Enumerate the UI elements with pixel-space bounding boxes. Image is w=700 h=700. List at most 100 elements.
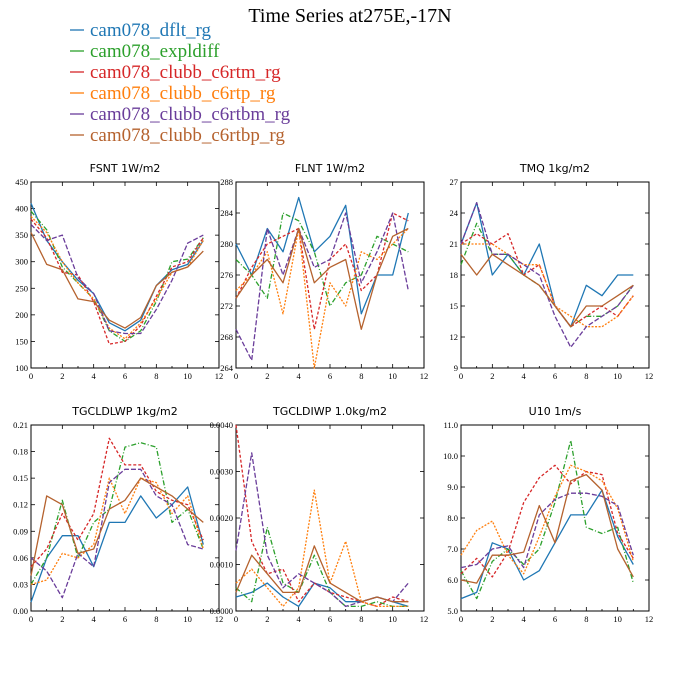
series-line-cam078_clubb_c6rtm_rg	[30, 437, 204, 568]
y-tick-label: 280	[220, 239, 233, 249]
x-tick-label: 12	[645, 371, 654, 381]
y-tick-label: 276	[220, 270, 233, 280]
x-tick-label: 10	[183, 614, 192, 624]
x-tick-label: 8	[584, 371, 588, 381]
legend-label: cam078_expldiff	[90, 41, 220, 62]
y-tick-label: 0.0030	[210, 467, 233, 477]
y-tick-label: 27	[450, 177, 459, 187]
x-tick-label: 2	[490, 371, 494, 381]
chart-panel: TGCLDIWP 1.0kg/m20 2 4 6 8 10 120.00000.00100.…	[210, 405, 429, 624]
y-tick-label: 300	[15, 257, 28, 267]
y-tick-label: 0.0010	[210, 560, 233, 570]
y-tick-label: 200	[15, 310, 28, 320]
series-line-cam078_clubb_c6rtm_rg	[30, 218, 204, 345]
y-tick-label: 100	[15, 363, 28, 373]
panels: FSNT 1W/m20 2 4 6 8 10 12100150200250300350400…	[13, 162, 653, 624]
y-tick-label: 150	[15, 336, 28, 346]
x-tick-label: 8	[359, 371, 363, 381]
y-tick-label: 0.21	[13, 420, 28, 430]
y-tick-label: 0.03	[13, 579, 28, 589]
x-tick-label: 6	[328, 371, 332, 381]
plot-frame	[235, 181, 425, 369]
panel-title: TGCLDIWP 1.0kg/m2	[272, 405, 387, 418]
series-line-cam078_clubb_c6rtm_rg	[235, 424, 409, 608]
y-tick-label: 0.12	[13, 500, 28, 510]
x-tick-label: 10	[613, 614, 622, 624]
y-tick-label: 264	[220, 363, 234, 373]
series-line-cam078_clubb_c6rtbp_rg	[30, 477, 204, 576]
x-tick-label: 6	[123, 371, 127, 381]
y-tick-label: 24	[450, 208, 459, 218]
series-line-cam078_expldiff	[460, 439, 634, 600]
panel-title: FLNT 1W/m2	[295, 162, 365, 175]
y-tick-label: 15	[450, 301, 459, 311]
panel-title: TGCLDLWP 1kg/m2	[71, 405, 177, 418]
y-tick-label: 11.0	[443, 420, 458, 430]
x-tick-label: 12	[420, 614, 429, 624]
chart-panel: FLNT 1W/m2 0 2 4 6 8 10 12 264 268 272 276 280 284 288	[220, 162, 428, 381]
y-tick-label: 0.00	[13, 606, 28, 616]
y-tick-label: 18	[450, 270, 459, 280]
x-tick-label: 6	[553, 371, 557, 381]
y-tick-label: 7.0	[447, 544, 458, 554]
legend-item: cam078_clubb_c6rtbp_rg	[70, 125, 285, 146]
figure-title: Time Series at275E,-17N	[248, 5, 451, 27]
series-line-cam078_clubb_c6rtbm_rg	[30, 224, 204, 335]
plot-frame	[30, 181, 220, 369]
x-tick-label: 4	[92, 371, 97, 381]
series-line-cam078_clubb_c6rtbm_rg	[235, 212, 409, 361]
y-tick-label: 268	[220, 332, 233, 342]
y-tick-label: 9.0	[447, 482, 458, 492]
legend-label: cam078_clubb_c6rtbm_rg	[90, 104, 291, 125]
x-tick-label: 8	[154, 371, 158, 381]
series-line-cam078_clubb_c6rtp_rg	[30, 216, 204, 340]
y-tick-label: 10.0	[443, 451, 458, 461]
y-tick-label: 288	[220, 177, 233, 187]
chart-panel: U10 1m/s 0 2 4 6 8 10 12 5.0 6.0 7.0 8.0 9.0 10.0 11.0	[443, 405, 653, 624]
series-line-cam078_clubb_c6rtp_rg	[235, 227, 409, 369]
x-tick-label: 2	[265, 614, 269, 624]
x-tick-label: 6	[123, 614, 127, 624]
series-line-cam078_clubb_c6rtbp_rg	[30, 232, 204, 329]
y-tick-label: 8.0	[447, 513, 458, 523]
y-tick-label: 5.0	[447, 606, 458, 616]
series-line-cam078_clubb_c6rtbp_rg	[235, 227, 409, 330]
series-line-cam078_expldiff	[30, 210, 204, 343]
legend-item: cam078_clubb_c6rtbm_rg	[70, 104, 291, 125]
y-tick-label: 0.06	[13, 553, 28, 563]
x-tick-label: 4	[522, 614, 527, 624]
x-tick-label: 0	[234, 371, 238, 381]
series-line-cam078_clubb_c6rtm_rg	[235, 212, 409, 330]
x-tick-label: 4	[522, 371, 527, 381]
y-tick-label: 12	[450, 332, 459, 342]
x-tick-label: 4	[92, 614, 97, 624]
x-tick-label: 0	[459, 614, 463, 624]
y-tick-label: 0.09	[13, 526, 28, 536]
x-tick-label: 10	[388, 614, 397, 624]
legend-item: cam078_dflt_rg	[70, 20, 212, 41]
x-tick-label: 12	[645, 614, 654, 624]
series-line-cam078_clubb_c6rtp_rg	[235, 489, 409, 608]
y-tick-label: 0.18	[13, 447, 28, 457]
panel-title: U10 1m/s	[529, 405, 582, 418]
y-tick-label: 350	[15, 230, 28, 240]
y-tick-label: 0.15	[13, 473, 28, 483]
series-line-cam078_clubb_c6rtbm_rg	[235, 452, 409, 608]
x-tick-label: 8	[584, 614, 588, 624]
series-line-cam078_expldiff	[30, 442, 204, 585]
y-tick-label: 0.0000	[210, 606, 233, 616]
x-tick-label: 8	[154, 614, 158, 624]
series-line-cam078_dflt_rg	[235, 196, 409, 315]
x-tick-label: 12	[420, 371, 429, 381]
series-line-cam078_dflt_rg	[30, 203, 204, 332]
chart-panel: TGCLDLWP 1kg/m2 0 2 4 6 8 10 12 0.00 0.03 0.06 0.09…	[13, 405, 223, 624]
legend-item: cam078_clubb_c6rtm_rg	[70, 62, 281, 83]
x-tick-label: 0	[29, 614, 33, 624]
chart-panel: FSNT 1W/m2 0 2 4 6 8 10 12 100 150 200 250 300 350 400…	[15, 162, 223, 381]
legend-label: cam078_clubb_c6rtp_rg	[90, 83, 276, 104]
series-line-cam078_clubb_c6rtbm_rg	[30, 468, 204, 599]
x-tick-label: 6	[553, 614, 557, 624]
x-tick-label: 4	[297, 614, 302, 624]
